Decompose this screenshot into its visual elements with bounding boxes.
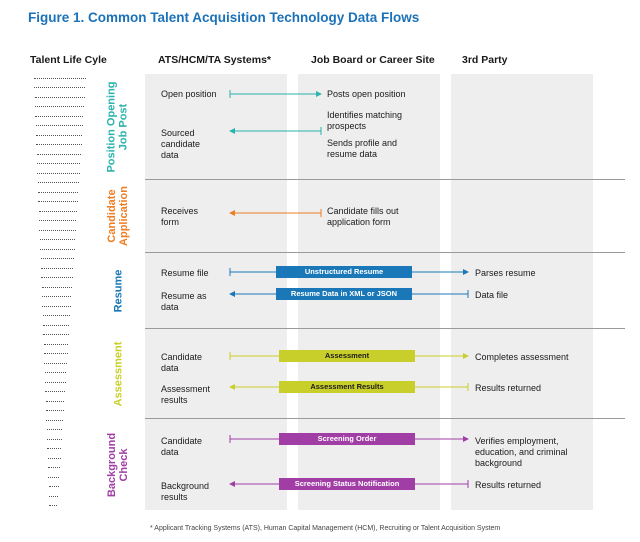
footnote: * Applicant Tracking Systems (ATS), Huma… — [150, 525, 501, 532]
column-ats — [145, 74, 287, 510]
life-cycle-dot-line — [48, 486, 59, 488]
life-cycle-dot-line — [39, 229, 76, 231]
header-job-board: Job Board or Career Site — [311, 54, 435, 66]
life-cycle-dot-line — [36, 153, 81, 155]
life-cycle-dot-line — [36, 134, 83, 136]
badge-unstructured-resume: Unstructured Resume — [276, 266, 412, 278]
life-cycle-dot-line — [39, 239, 76, 241]
text-identifies-matching: Identifies matching prospects — [327, 110, 403, 131]
badge-assessment-results: Assessment Results — [279, 381, 415, 393]
divider-background — [145, 418, 625, 419]
badge-resume-xml-json: Resume Data in XML or JSON — [276, 288, 412, 300]
life-cycle-dot-line — [41, 286, 72, 288]
life-cycle-dot-line — [35, 125, 83, 127]
life-cycle-dot-line — [38, 201, 78, 203]
life-cycle-dot-line — [37, 163, 81, 165]
text-completes-assessment: Completes assessment — [475, 352, 569, 362]
life-cycle-dot-line — [38, 210, 78, 212]
text-data-file: Data file — [475, 290, 509, 300]
life-cycle-dot-line — [47, 457, 61, 459]
life-cycle-dot-line — [40, 258, 74, 260]
life-cycle-dot-line — [44, 362, 67, 364]
life-cycle-dot-line — [34, 87, 86, 89]
life-cycle-dot-line — [48, 476, 60, 478]
life-cycle-dot-line — [49, 505, 58, 506]
text-assess-candidate-data: Candidate data — [161, 352, 203, 373]
life-cycle-dot-line — [46, 419, 64, 421]
badge-screening-order: Screening Order — [279, 433, 415, 445]
figure-title: Figure 1. Common Talent Acquisition Tech… — [28, 10, 420, 25]
text-fills-out-form: Candidate fills out application form — [327, 206, 399, 227]
text-sends-profile: Sends profile and resume data — [327, 138, 398, 159]
header-third-party: 3rd Party — [462, 54, 508, 66]
life-cycle-dot-line — [46, 429, 63, 431]
life-cycle-dot-line — [40, 248, 75, 250]
life-cycle-dot-line — [47, 438, 62, 440]
text-open-position: Open position — [161, 89, 217, 99]
divider-application — [145, 179, 625, 180]
text-assessment-results: Assessment results — [161, 384, 211, 405]
life-cycle-dot-line — [38, 191, 79, 193]
badge-screening-status: Screening Status Notification — [279, 478, 415, 490]
text-results-returned-2: Results returned — [475, 480, 542, 490]
life-cycle-dot-line — [41, 277, 73, 279]
life-cycle-dot-line — [44, 381, 66, 383]
life-cycle-dot-line — [43, 334, 69, 336]
text-parses-resume: Parses resume — [475, 268, 536, 278]
life-cycle-dot-line — [36, 144, 82, 146]
header-ats-systems: ATS/HCM/TA Systems* — [158, 54, 271, 66]
life-cycle-dot-line — [48, 467, 60, 469]
life-cycle-dot-line — [45, 410, 64, 412]
life-cycle-dot-line — [43, 343, 69, 345]
life-cycle-dot-line — [35, 106, 85, 108]
text-posts-open-position: Posts open position — [327, 89, 406, 99]
badge-assessment: Assessment — [279, 350, 415, 362]
life-cycle-dot-line — [35, 115, 84, 117]
text-sourced-candidate: Sourced candidate data — [161, 128, 201, 160]
life-cycle-dot-line — [37, 172, 80, 174]
divider-resume — [145, 252, 625, 253]
text-background-results: Background results — [161, 481, 210, 502]
text-verifies: Verifies employment, education, and crim… — [475, 436, 568, 468]
life-cycle-dot-line — [49, 495, 59, 497]
life-cycle-dot-line — [42, 315, 71, 317]
life-cycle-dot-line — [37, 182, 79, 184]
life-cycle-dot-line — [42, 324, 70, 326]
text-results-returned-1: Results returned — [475, 383, 542, 393]
life-cycle-dot-line — [45, 400, 65, 402]
life-cycle-dot-line — [34, 78, 86, 79]
column-third-party — [451, 74, 593, 510]
life-cycle-dot-line — [39, 220, 77, 222]
text-bg-candidate-data: Candidate data — [161, 436, 203, 457]
life-cycle-dot-line — [45, 391, 65, 393]
text-receives-form: Receives form — [161, 206, 199, 227]
divider-assessment — [145, 328, 625, 329]
text-resume-as-data: Resume as data — [161, 291, 207, 312]
header-talent-life-cycle: Talent Life Cyle — [30, 54, 107, 66]
life-cycle-dot-line — [47, 448, 62, 450]
life-cycle-dot-line — [34, 96, 85, 98]
text-resume-file: Resume file — [161, 268, 209, 278]
life-cycle-dot-line — [43, 353, 68, 355]
life-cycle-dot-line — [41, 296, 72, 298]
life-cycle-dot-line — [42, 305, 71, 307]
life-cycle-dot-line — [44, 372, 67, 374]
life-cycle-dot-line — [40, 267, 74, 269]
